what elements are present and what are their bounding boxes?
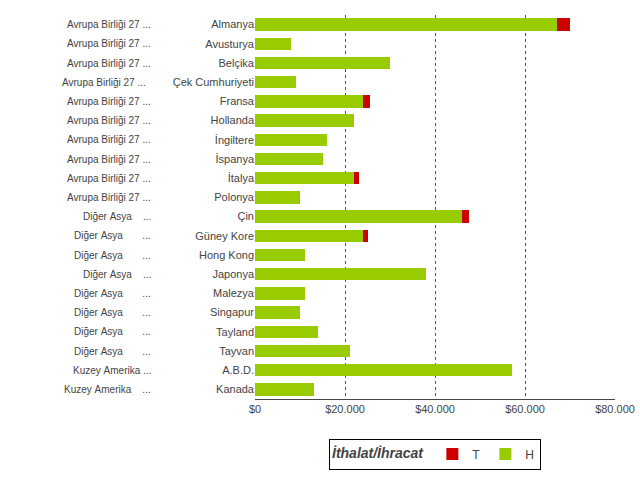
svg-text:Avrupa Birliği 27 ...: Avrupa Birliği 27 ... bbox=[67, 38, 151, 49]
svg-text:Belçika: Belçika bbox=[219, 57, 255, 69]
svg-text:Avusturya: Avusturya bbox=[205, 38, 255, 50]
svg-text:Diğer Asya ...: Diğer Asya ... bbox=[74, 326, 151, 337]
svg-text:Diğer Asya ...: Diğer Asya ... bbox=[74, 250, 151, 261]
svg-text:Güney Kore: Güney Kore bbox=[195, 230, 254, 242]
svg-text:Avrupa Birliği 27 ...: Avrupa Birliği 27 ... bbox=[67, 115, 151, 126]
svg-text:Diğer Asya ...: Diğer Asya ... bbox=[74, 288, 151, 299]
svg-text:$40.000: $40.000 bbox=[415, 403, 455, 415]
svg-text:A.B.D.: A.B.D. bbox=[222, 364, 254, 376]
svg-text:Almanya: Almanya bbox=[211, 18, 255, 30]
svg-text:Avrupa Birliği 27 ...: Avrupa Birliği 27 ... bbox=[67, 19, 151, 30]
svg-text:Japonya: Japonya bbox=[212, 268, 254, 280]
svg-text:Singapur: Singapur bbox=[210, 306, 254, 318]
svg-text:Fransa: Fransa bbox=[220, 95, 255, 107]
svg-text:$0: $0 bbox=[249, 403, 261, 415]
svg-text:Çek Cumhuriyeti: Çek Cumhuriyeti bbox=[173, 76, 254, 88]
svg-text:$80.000: $80.000 bbox=[595, 403, 635, 415]
svg-text:Avrupa Birliği 27 ...: Avrupa Birliği 27 ... bbox=[67, 192, 151, 203]
svg-text:Hong Kong: Hong Kong bbox=[199, 249, 254, 261]
svg-text:Avrupa Birliği 27 ...: Avrupa Birliği 27 ... bbox=[67, 154, 151, 165]
svg-text:Hollanda: Hollanda bbox=[211, 114, 255, 126]
svg-text:Avrupa Birliği 27 ...: Avrupa Birliği 27 ... bbox=[67, 134, 151, 145]
svg-text:Diğer Asya ...: Diğer Asya ... bbox=[74, 346, 151, 357]
svg-text:Diğer Asya ...: Diğer Asya ... bbox=[83, 211, 151, 222]
svg-text:Avrupa Birliği 27 ...: Avrupa Birliği 27 ... bbox=[67, 96, 151, 107]
svg-text:İngiltere: İngiltere bbox=[215, 134, 254, 146]
svg-text:İtalya: İtalya bbox=[228, 172, 255, 184]
svg-text:Kuzey Amerika ...: Kuzey Amerika ... bbox=[73, 365, 151, 376]
svg-text:Polonya: Polonya bbox=[214, 191, 255, 203]
svg-text:Malezya: Malezya bbox=[213, 287, 255, 299]
svg-text:İthalat/İhracat: İthalat/İhracat bbox=[332, 445, 424, 461]
svg-text:Çin: Çin bbox=[237, 210, 254, 222]
svg-text:$20.000: $20.000 bbox=[325, 403, 365, 415]
svg-text:İspanya: İspanya bbox=[215, 153, 254, 165]
svg-text:Tayland: Tayland bbox=[216, 326, 254, 338]
svg-text:Diğer Asya ...: Diğer Asya ... bbox=[83, 269, 151, 280]
svg-text:Avrupa Birliği 27 ...: Avrupa Birliği 27 ... bbox=[67, 173, 151, 184]
svg-text:Diğer Asya ...: Diğer Asya ... bbox=[74, 307, 151, 318]
svg-text:Avrupa Birliği 27 ...: Avrupa Birliği 27 ... bbox=[67, 58, 151, 69]
svg-text:T: T bbox=[472, 448, 480, 462]
svg-text:Kuzey Amerika ...: Kuzey Amerika ... bbox=[64, 384, 151, 395]
svg-text:Avrupa Birliği 27 ...: Avrupa Birliği 27 ... bbox=[62, 77, 151, 88]
svg-text:H: H bbox=[525, 448, 534, 462]
svg-text:Tayvan: Tayvan bbox=[219, 345, 254, 357]
svg-text:Kanada: Kanada bbox=[216, 383, 255, 395]
svg-text:Diğer Asya ...: Diğer Asya ... bbox=[74, 230, 151, 241]
svg-text:$60.000: $60.000 bbox=[505, 403, 545, 415]
